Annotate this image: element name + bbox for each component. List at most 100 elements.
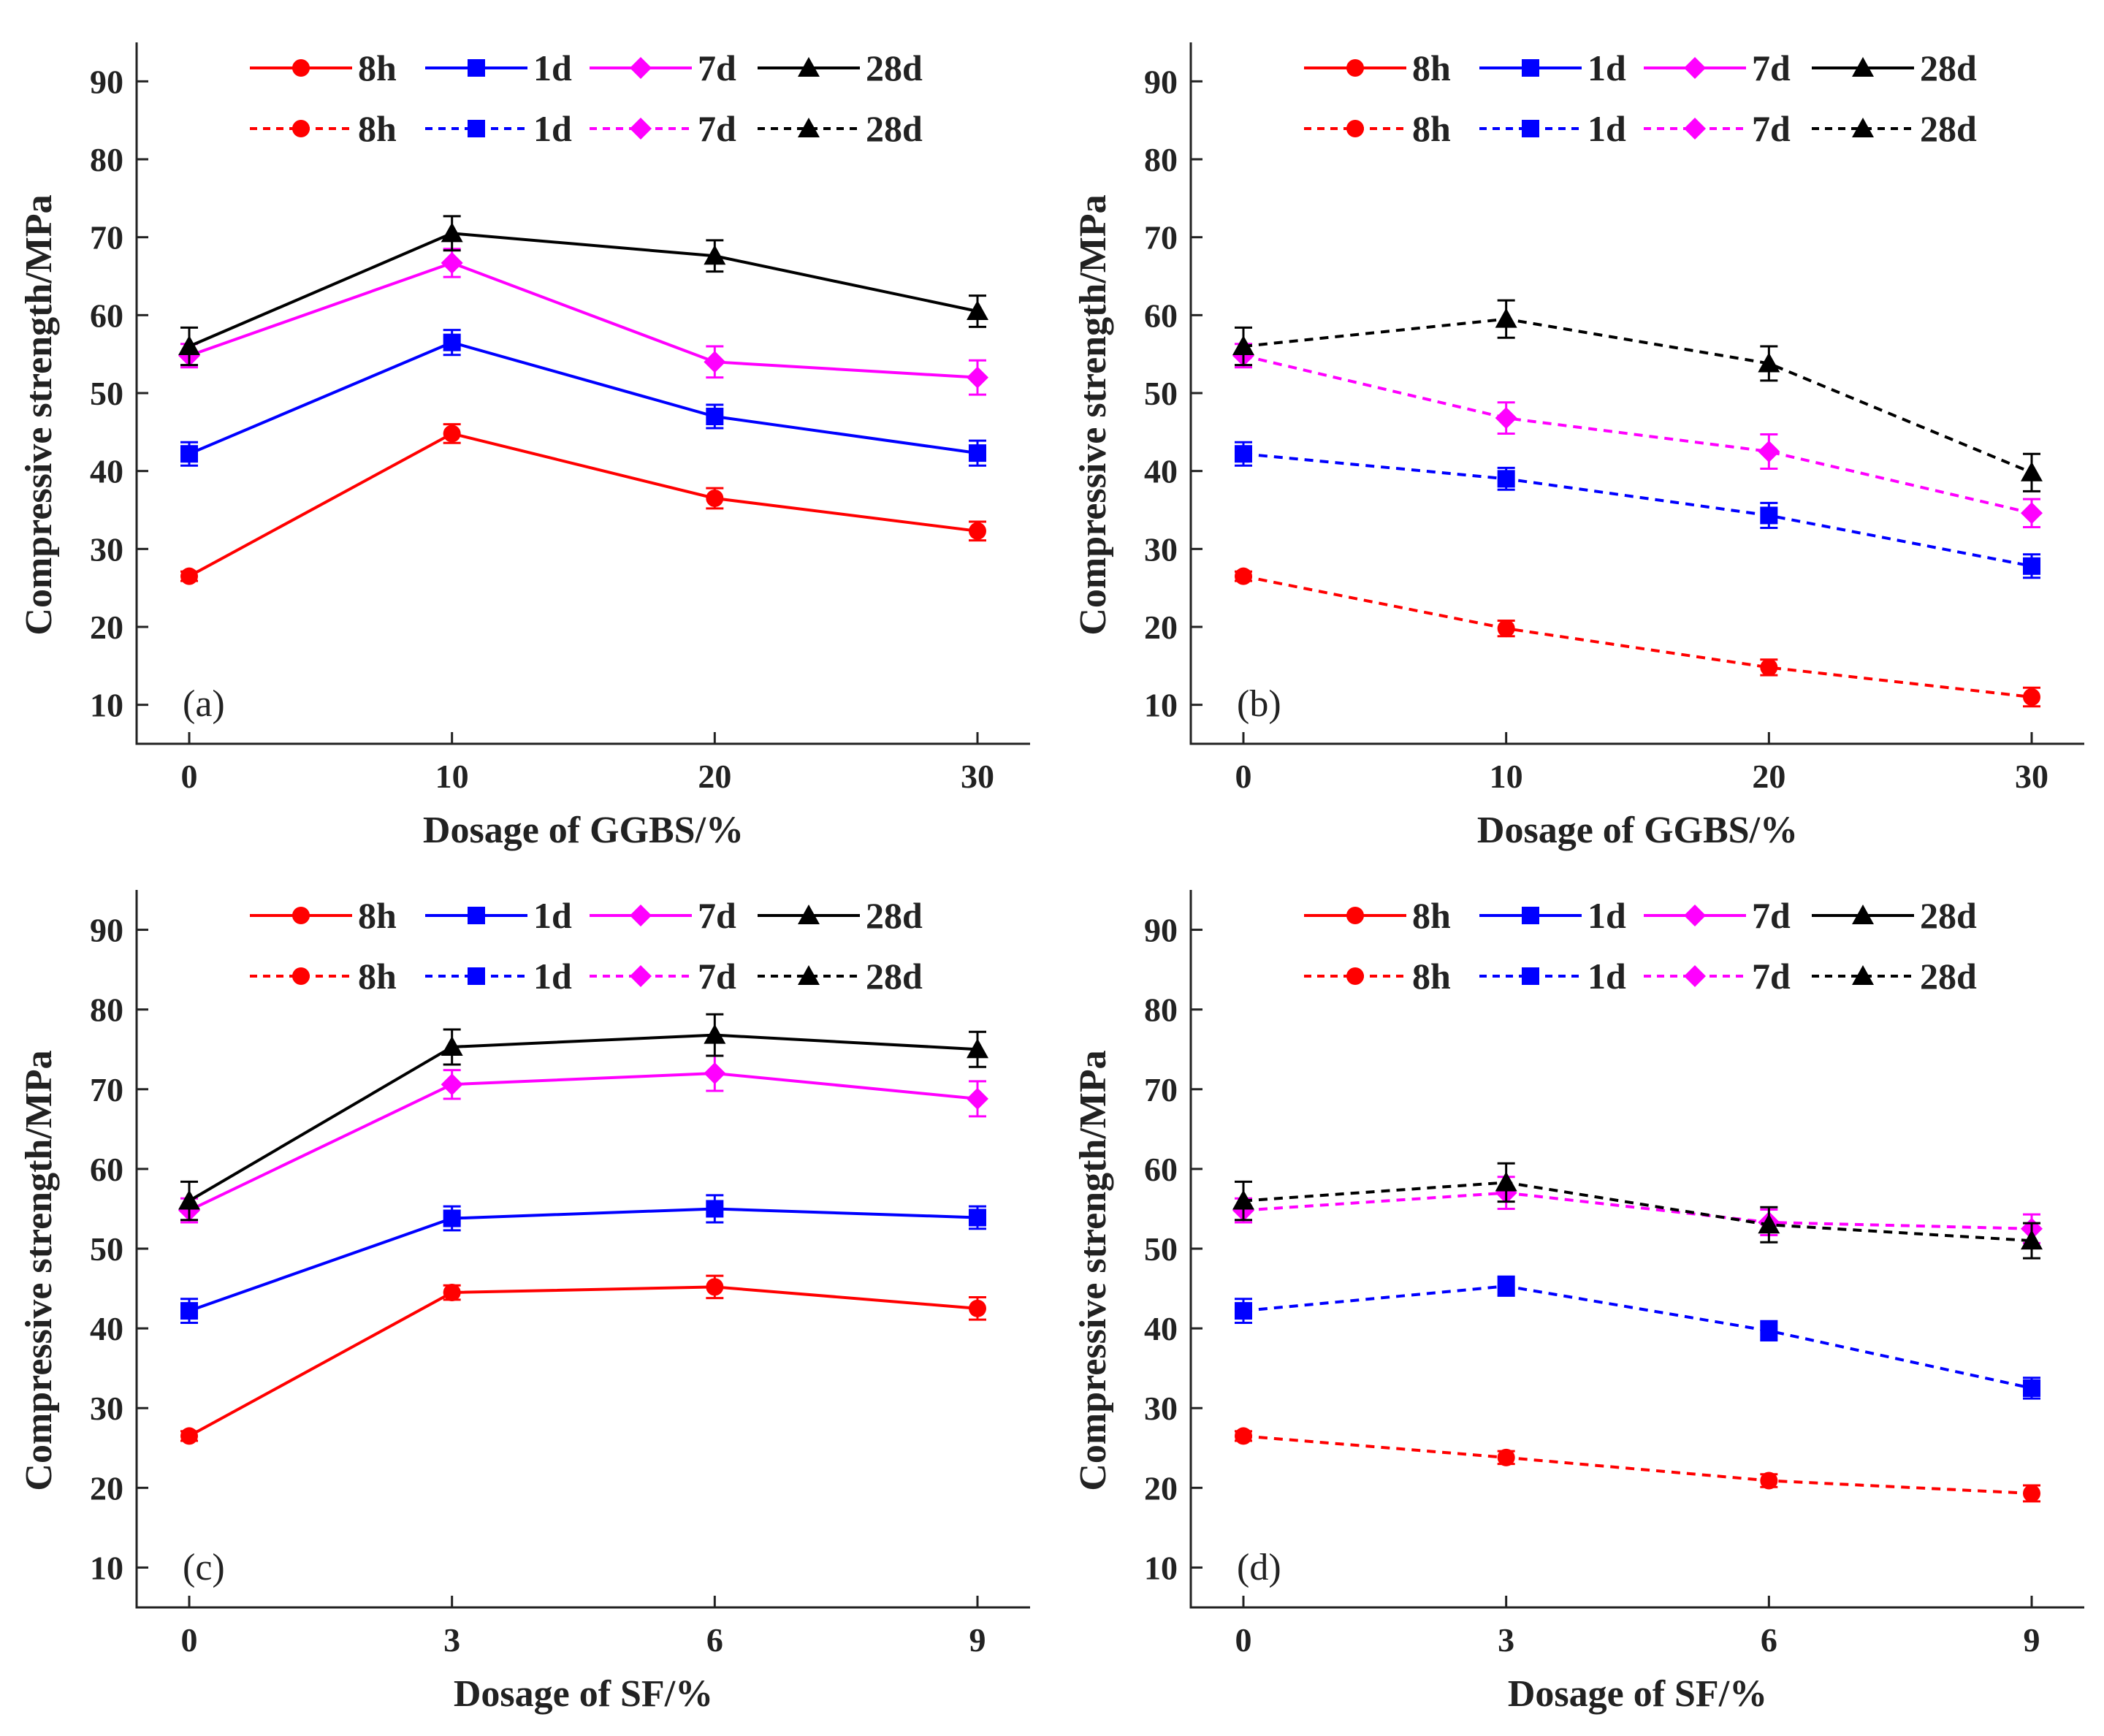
legend-label: 28d [1920,47,1977,88]
panel-label: (b) [1237,683,1281,725]
x-axis-title: Dosage of SF/% [454,1673,713,1715]
data-point [969,1208,986,1227]
x-tick-label: 3 [1498,1621,1514,1659]
data-point [1232,335,1254,355]
series-1d [180,1194,986,1324]
x-tick-label: 0 [181,758,198,795]
y-axis-title: Compressive strength/MPa [1072,1050,1114,1491]
series-1d [1235,1275,2040,1400]
series-line [1243,354,2032,515]
data-point [1495,407,1517,430]
legend-marker [1684,118,1706,140]
legend-label: 8h [358,895,397,936]
data-point [1760,1472,1778,1490]
y-tick-label: 50 [1144,375,1178,412]
data-point [1497,1277,1515,1295]
y-axis-title: Compressive strength/MPa [1072,194,1114,635]
chart-panel-4: 10 20 30 40 50 60 70 80 90 0 3 6 9 Dosage of SF/% Comp… [1072,890,2084,1715]
legend-marker [1852,57,1874,77]
x-tick-label: 30 [2015,758,2048,795]
data-point [967,1038,988,1059]
x-axis-title: Dosage of GGBS/% [423,810,744,851]
y-tick-label: 30 [1144,530,1178,568]
legend-marker [798,905,820,924]
y-tick-label: 30 [1144,1390,1178,1427]
y-tick-label: 80 [1144,141,1178,178]
data-point [1495,1171,1517,1192]
legend-marker [468,907,485,924]
data-point [2023,1379,2040,1397]
legend-marker [1852,905,1874,924]
legend-marker [1522,967,1539,985]
y-tick-label: 30 [90,530,123,568]
data-point [2023,688,2040,706]
series-28d [178,215,988,367]
x-tick-label: 3 [443,1621,460,1659]
legend-marker [292,59,310,77]
y-tick-label: 60 [90,1151,123,1188]
y-tick-label: 20 [90,609,123,646]
legend-marker [292,907,310,924]
series-line [188,1071,978,1212]
legend-marker [798,57,820,77]
y-tick-label: 50 [90,375,123,412]
x-tick-label: 20 [1752,758,1785,795]
data-point [1235,1302,1252,1320]
legend-label: 1d [1587,108,1626,149]
x-tick-label: 0 [1235,758,1252,795]
y-tick-label: 70 [1144,219,1178,256]
legend-label: 7d [698,47,736,88]
legend-label: 28d [1920,956,1977,997]
x-tick-label: 20 [698,758,731,795]
legend-label: 8h [1412,895,1451,936]
y-tick-label: 60 [1144,1151,1178,1188]
data-point [706,1200,724,1218]
data-point [443,333,461,351]
legend-label: 28d [866,47,923,88]
series-28d [178,1013,988,1222]
x-tick-label: 6 [1761,1621,1777,1659]
series-line [1243,574,2032,698]
legend-label: 28d [866,108,923,149]
legend-marker [1522,59,1539,77]
data-point [967,366,988,389]
legend-label: 8h [1412,47,1451,88]
legend-marker [1684,905,1706,926]
legend-marker [1684,57,1706,79]
series-line [188,340,978,456]
data-point [2021,502,2043,525]
x-axis-title: Dosage of SF/% [1508,1673,1767,1715]
series-line [1243,1434,2032,1495]
legend-label: 28d [1920,108,1977,149]
legend-marker [798,965,820,985]
legend-marker [292,967,310,985]
legend-label: 7d [1752,108,1791,149]
data-point [967,1087,988,1110]
panel-label: (c) [183,1547,225,1588]
data-point [704,1024,726,1044]
x-tick-label: 9 [969,1621,986,1659]
legend-marker [1852,118,1874,137]
legend-label: 1d [1587,895,1626,936]
legend-marker [630,57,652,79]
data-point [441,1073,463,1096]
y-tick-label: 50 [1144,1230,1178,1268]
series-line [1243,317,2032,474]
y-tick-label: 10 [90,1549,123,1586]
data-point [178,1189,200,1210]
legend-marker [468,967,485,985]
data-point [441,222,463,243]
series-line [1243,1284,2032,1390]
data-point [704,245,726,265]
x-tick-label: 0 [1235,1621,1252,1659]
legend-label: 1d [1587,956,1626,997]
x-tick-label: 9 [2024,1621,2040,1659]
series-1d [180,329,986,467]
legend-marker [1684,965,1706,987]
y-tick-label: 20 [1144,1469,1178,1507]
data-point [1760,1322,1778,1340]
data-point [967,300,988,320]
legend-label: 8h [358,108,397,149]
data-point [180,1302,198,1320]
